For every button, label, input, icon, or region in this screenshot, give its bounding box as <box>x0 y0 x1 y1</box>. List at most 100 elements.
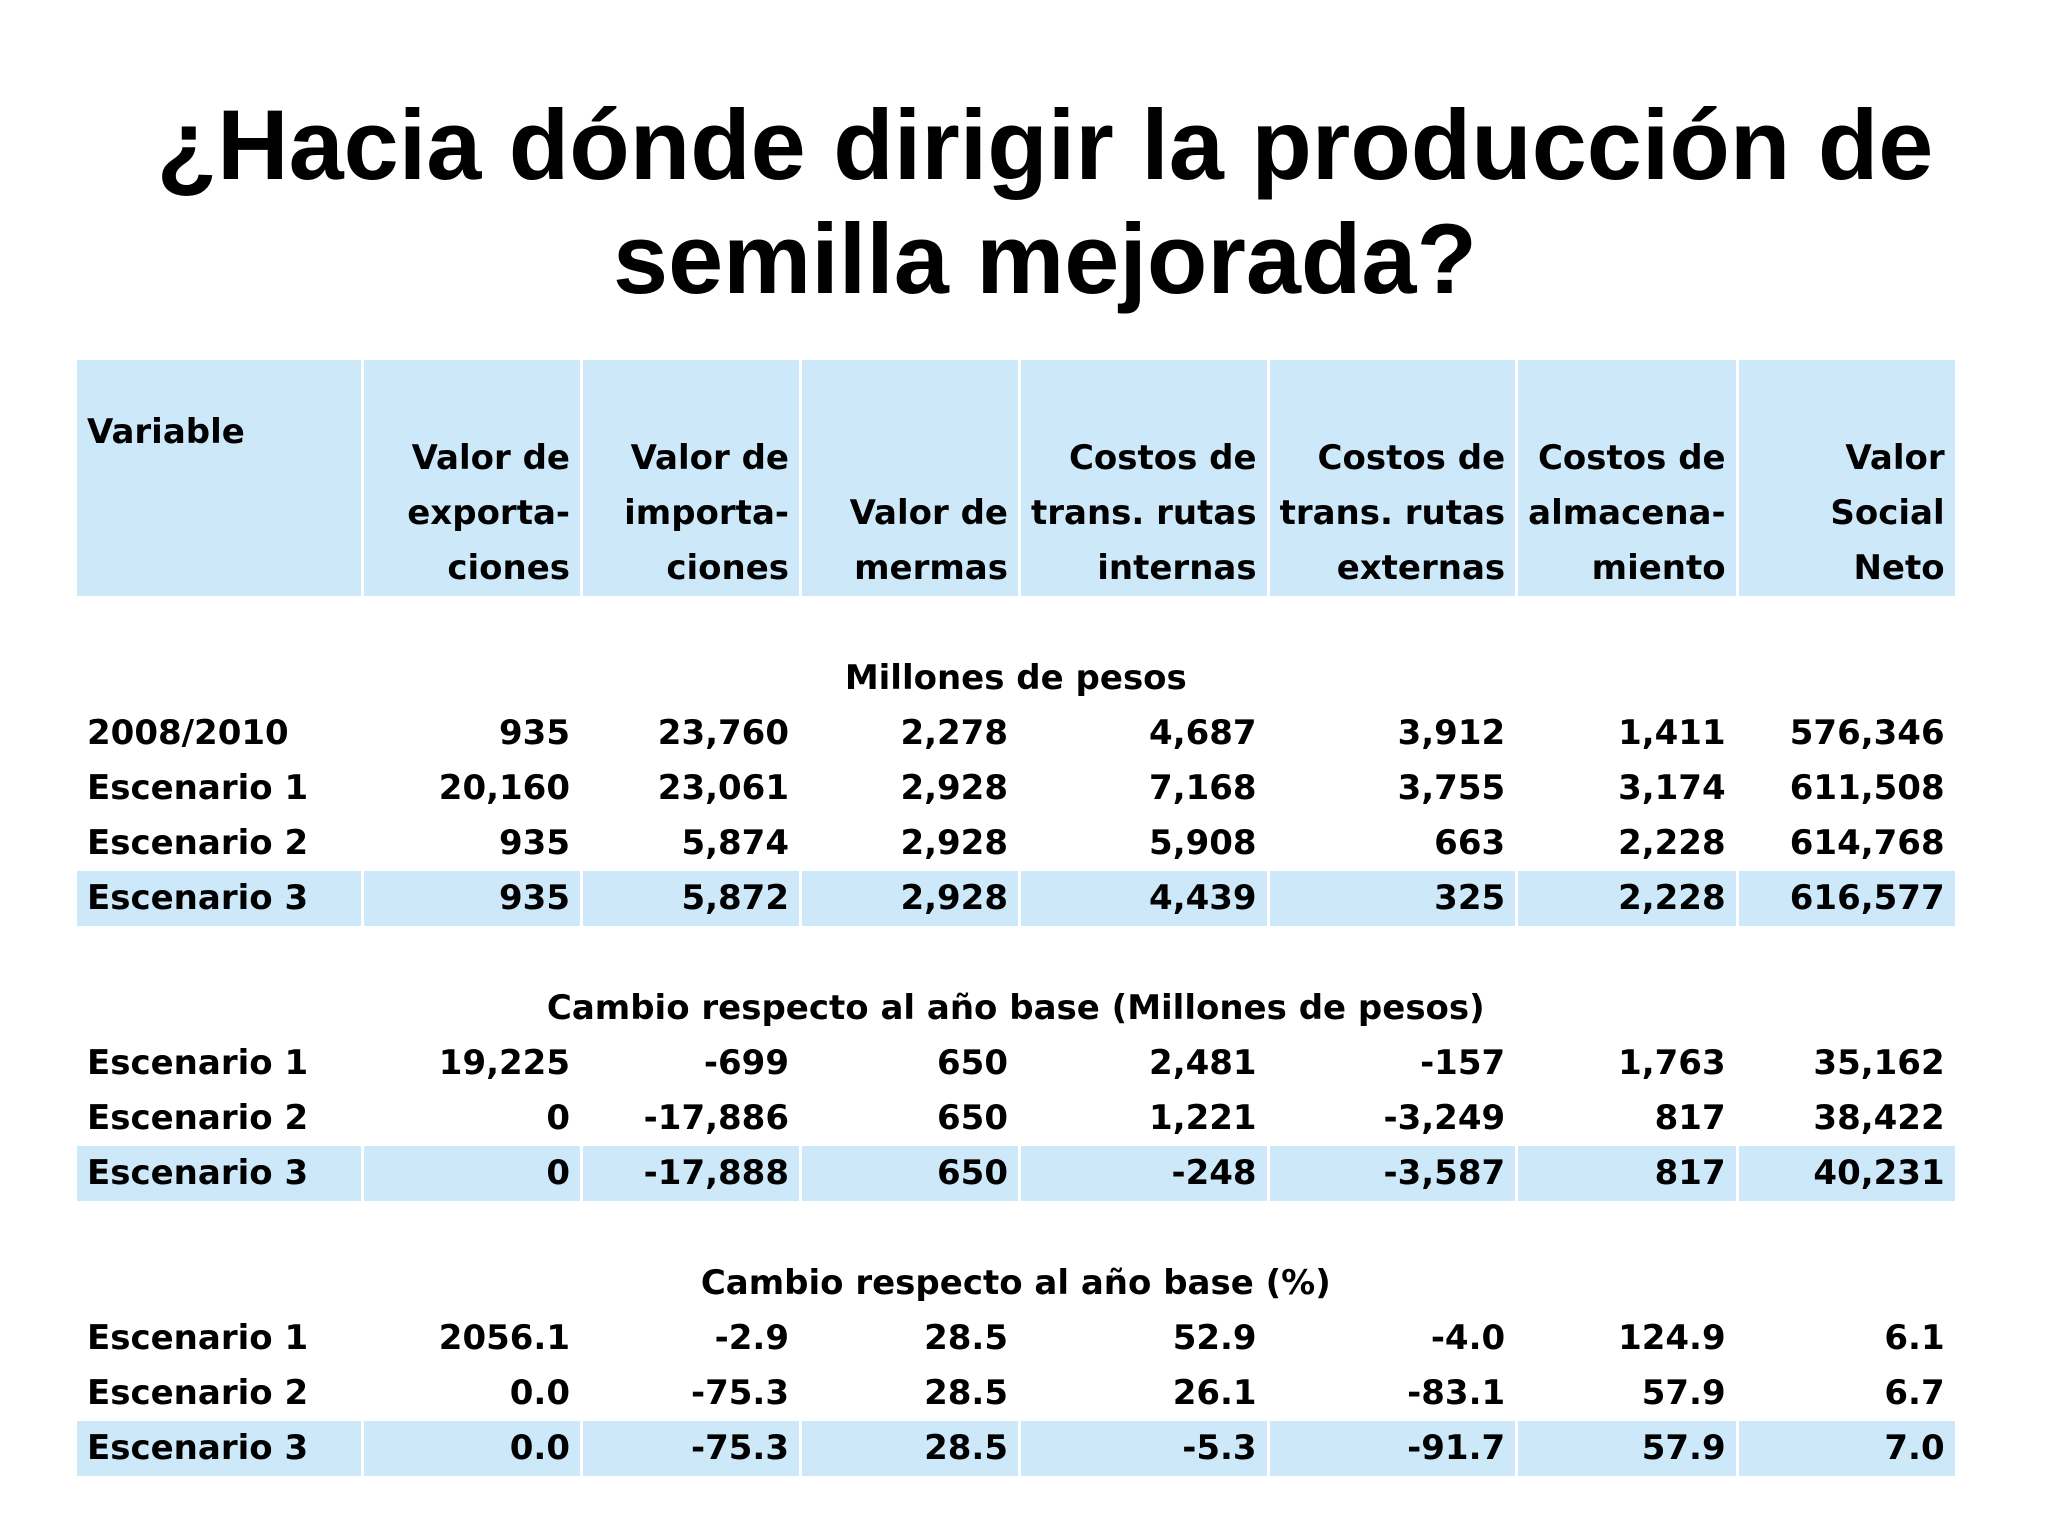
table-cell: -91.7 <box>1269 1421 1516 1476</box>
table-cell: 3,755 <box>1397 768 1506 808</box>
column-header-line: importa- <box>624 493 789 533</box>
table-row: Escenario 1 2056.1 -2.9 28.5 52.9 -4.0 124.9 6.… <box>77 1311 1955 1366</box>
table-cell: 19,225 <box>438 1043 570 1083</box>
table-cell: -75.3 <box>583 1421 799 1476</box>
column-header: Valor de exporta-ciones <box>364 360 580 596</box>
table-cell: 2,928 <box>802 871 1018 926</box>
page-title: ¿Hacia dónde dirigir la producción de se… <box>156 89 1934 314</box>
section-title: Cambio respecto al año base (Millones de… <box>546 988 1485 1028</box>
table-cell: -2.9 <box>714 1318 789 1358</box>
row-label: 2008/2010 <box>87 713 289 753</box>
table-cell: 7,168 <box>1149 768 1257 808</box>
section-title: Cambio respecto al año base (%) <box>700 1263 1331 1303</box>
spacer-row <box>77 596 1955 651</box>
table-cell: 57.9 <box>1518 1421 1736 1476</box>
table-cell: 935 <box>499 823 570 863</box>
table-cell: -157 <box>1420 1043 1506 1083</box>
spacer-cell <box>77 596 1955 651</box>
table-cell: -699 <box>703 1043 789 1083</box>
table-cell: 0.0 <box>364 1421 580 1476</box>
column-header-line: Costos de <box>1068 438 1257 478</box>
table-cell: 663 <box>1434 823 1506 863</box>
column-header-line: internas <box>1097 548 1257 588</box>
spacer-row <box>77 1201 1955 1256</box>
row-label: Escenario 3 <box>77 1421 361 1476</box>
table-cell: 935 <box>499 713 570 753</box>
table-cell: 20,160 <box>438 768 570 808</box>
table-cell: 23,061 <box>657 768 789 808</box>
row-label: Escenario 3 <box>77 1146 361 1201</box>
table-cell: 57.9 <box>1641 1373 1726 1413</box>
table-cell: 935 <box>364 871 580 926</box>
table-cell: 614,768 <box>1789 823 1945 863</box>
column-header-line: trans. rutas <box>1031 493 1257 533</box>
row-label: Escenario 2 <box>87 1373 309 1413</box>
column-header-line: trans. rutas <box>1279 493 1506 533</box>
column-header-line: Valor de <box>411 438 570 478</box>
table-row: Escenario 1 19,225 -699 650 2,481 -157 1,763 35… <box>77 1036 1955 1091</box>
table-cell: -4.0 <box>1430 1318 1506 1358</box>
column-header-line: Costos de <box>1317 438 1506 478</box>
table-cell: -17,888 <box>583 1146 799 1201</box>
table-cell: 5,872 <box>583 871 799 926</box>
table-cell: 650 <box>937 1098 1008 1138</box>
spacer-cell <box>77 1201 1955 1256</box>
table-cell: 817 <box>1518 1146 1736 1201</box>
column-header-line: ciones <box>666 548 789 588</box>
table-cell: -83.1 <box>1407 1373 1506 1413</box>
table-row: Escenario 3 935 5,872 2,928 4,439 325 2,228 616… <box>77 871 1955 926</box>
table-row: Escenario 2 935 5,874 2,928 5,908 663 2,228 614… <box>77 816 1955 871</box>
table-cell: -3,587 <box>1269 1146 1516 1201</box>
table-row: 2008/2010 935 23,760 2,278 4,687 3,912 1,411 57… <box>77 706 1955 761</box>
column-header: Variable <box>77 360 361 596</box>
table-cell: -5.3 <box>1021 1421 1267 1476</box>
table-cell: 650 <box>802 1146 1018 1201</box>
column-header-line: ciones <box>447 548 570 588</box>
column-header-line: externas <box>1336 548 1506 588</box>
table-cell: 2,228 <box>1518 871 1736 926</box>
table-row: Escenario 3 0.0 -75.3 28.5 -5.3 -91.7 57.9 7.0 <box>77 1421 1955 1476</box>
table-cell: 38,422 <box>1813 1098 1945 1138</box>
column-header: Costos de trans. rutas externas <box>1269 360 1516 596</box>
table-cell: -3,249 <box>1383 1098 1506 1138</box>
table-cell: 124.9 <box>1618 1318 1726 1358</box>
table-cell: -75.3 <box>691 1373 789 1413</box>
row-label: Escenario 1 <box>87 1043 309 1083</box>
table-row: Escenario 1 20,160 23,061 2,928 7,168 3,755 3,… <box>77 761 1955 816</box>
column-header-line: Neto <box>1853 548 1945 588</box>
table-cell: 40,231 <box>1738 1146 1955 1201</box>
table-cell: 28.5 <box>802 1421 1018 1476</box>
table-cell: 2,928 <box>900 823 1008 863</box>
table-cell: 23,760 <box>657 713 789 753</box>
table-cell: 0.0 <box>509 1373 570 1413</box>
section-title-row: Millones de pesos <box>77 651 1955 706</box>
table-cell: 1,221 <box>1149 1098 1257 1138</box>
table-cell: 7.0 <box>1738 1421 1955 1476</box>
section-title-row: Cambio respecto al año base (%) <box>77 1256 1955 1311</box>
table-cell: 817 <box>1654 1098 1726 1138</box>
table-row: Escenario 3 0 -17,888 650 -248 -3,587 817 40,23… <box>77 1146 1955 1201</box>
table-cell: 1,763 <box>1618 1043 1726 1083</box>
table-cell: -248 <box>1021 1146 1267 1201</box>
column-header-line: Valor de <box>630 438 789 478</box>
table-cell: 4,439 <box>1021 871 1267 926</box>
table-cell: 6.7 <box>1884 1373 1945 1413</box>
table-cell: 325 <box>1269 871 1516 926</box>
table-cell: 3,912 <box>1397 713 1506 753</box>
table-row: Escenario 2 0.0 -75.3 28.5 26.1 -83.1 57.9 6.7 <box>77 1366 1955 1421</box>
row-label: Escenario 1 <box>87 1318 309 1358</box>
section-title-row: Cambio respecto al año base (Millones de… <box>77 981 1955 1036</box>
table-cell: 5,874 <box>681 823 789 863</box>
table-cell: 650 <box>937 1043 1008 1083</box>
row-label: Escenario 2 <box>87 823 309 863</box>
table-cell: 2,228 <box>1618 823 1726 863</box>
column-header: Valor de mermas <box>802 360 1018 596</box>
table-cell: 2056.1 <box>438 1318 570 1358</box>
table-cell: 2,278 <box>900 713 1008 753</box>
row-label: Escenario 1 <box>87 768 309 808</box>
table-cell: -17,886 <box>643 1098 789 1138</box>
row-label: Escenario 3 <box>77 871 361 926</box>
column-header-line: mermas <box>854 548 1008 588</box>
column-header-line: miento <box>1591 548 1726 588</box>
column-header-line: Social <box>1830 493 1945 533</box>
